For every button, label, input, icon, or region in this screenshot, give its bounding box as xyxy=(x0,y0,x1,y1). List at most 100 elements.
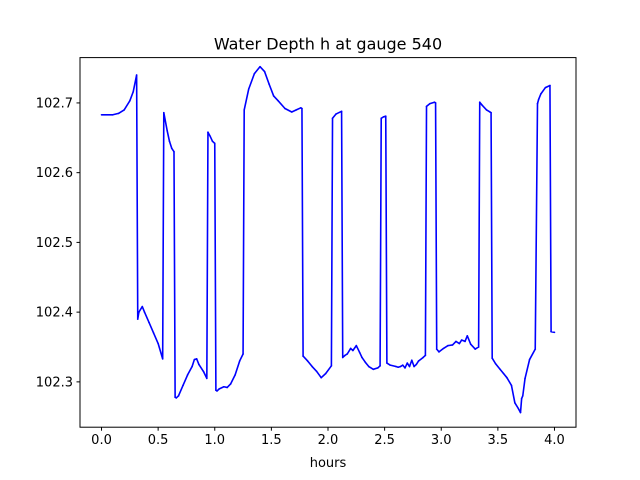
data-point xyxy=(447,344,449,347)
data-point xyxy=(425,105,428,108)
data-point xyxy=(123,109,125,111)
data-point xyxy=(198,363,200,366)
data-point xyxy=(521,395,524,397)
data-point xyxy=(195,358,198,360)
data-point xyxy=(206,377,208,380)
x-tick-label: 3.5 xyxy=(488,433,509,448)
plot-area xyxy=(100,65,556,414)
data-point xyxy=(344,354,346,357)
data-point xyxy=(259,65,261,68)
data-point xyxy=(380,117,383,120)
data-point xyxy=(417,360,420,362)
data-point xyxy=(213,142,216,145)
data-point xyxy=(540,93,542,95)
data-point xyxy=(268,83,270,85)
x-tick-label: 3.0 xyxy=(431,433,452,448)
data-point xyxy=(141,305,144,308)
data-point xyxy=(168,140,171,143)
data-point xyxy=(226,386,229,389)
data-point xyxy=(152,332,155,334)
data-point xyxy=(397,366,400,369)
data-point xyxy=(315,370,318,373)
x-tick-label: 4.0 xyxy=(544,433,565,448)
data-point xyxy=(138,311,140,313)
data-point xyxy=(549,84,551,87)
y-tick-label: 102.6 xyxy=(36,166,73,181)
data-point xyxy=(429,102,431,105)
data-point xyxy=(243,109,245,111)
data-point xyxy=(494,362,497,365)
data-point xyxy=(218,388,221,390)
data-point xyxy=(510,384,513,387)
data-point xyxy=(340,110,343,113)
data-point xyxy=(455,340,457,343)
data-point xyxy=(242,353,244,355)
data-point xyxy=(481,104,483,106)
data-point xyxy=(175,397,178,399)
data-point xyxy=(182,384,184,387)
data-point xyxy=(335,113,337,115)
data-point xyxy=(424,354,427,357)
x-tick-label: 0.0 xyxy=(91,433,112,448)
data-point xyxy=(399,365,402,368)
data-point xyxy=(406,362,409,364)
data-point xyxy=(223,385,225,388)
data-point xyxy=(129,100,131,102)
data-point xyxy=(534,348,537,350)
data-point xyxy=(458,342,461,345)
data-point xyxy=(520,397,523,400)
data-point xyxy=(112,113,114,116)
data-point xyxy=(438,351,440,353)
data-point xyxy=(377,367,379,369)
data-point xyxy=(216,390,218,392)
data-point xyxy=(544,86,547,89)
data-point xyxy=(157,342,159,345)
data-point xyxy=(202,370,205,373)
data-point xyxy=(464,340,466,343)
data-point xyxy=(355,344,358,347)
data-point xyxy=(411,359,413,362)
data-point xyxy=(193,358,196,361)
data-point xyxy=(191,365,193,368)
data-point xyxy=(100,113,103,116)
y-tick-label: 102.3 xyxy=(36,375,73,390)
data-point xyxy=(460,339,463,341)
data-point xyxy=(422,356,424,359)
data-point xyxy=(466,335,469,337)
data-point xyxy=(253,72,256,75)
y-tick-label: 102.7 xyxy=(36,96,73,111)
data-point xyxy=(161,358,164,360)
data-point xyxy=(173,150,175,153)
data-point xyxy=(524,377,526,380)
data-point xyxy=(349,347,352,350)
data-point xyxy=(311,365,313,368)
data-point xyxy=(469,343,472,346)
data-point xyxy=(170,147,173,150)
data-point xyxy=(277,100,279,102)
data-point xyxy=(485,109,488,111)
x-axis: 0.0 0.5 1.0 1.5 2.0 2.5 3.0 3.5 4.0 xyxy=(91,427,565,448)
data-point xyxy=(442,347,445,350)
y-tick-label: 102.5 xyxy=(36,236,73,251)
data-point xyxy=(229,383,232,385)
data-point xyxy=(209,135,212,138)
data-point xyxy=(320,376,323,379)
data-point xyxy=(536,102,539,105)
data-point xyxy=(477,346,480,348)
data-point xyxy=(364,361,367,364)
data-point xyxy=(166,130,168,132)
data-point xyxy=(384,115,387,117)
data-point xyxy=(211,140,214,143)
data-point xyxy=(186,374,189,376)
data-point xyxy=(502,372,505,375)
data-point xyxy=(537,98,540,101)
data-point xyxy=(306,360,309,362)
data-point xyxy=(331,117,334,120)
data-point xyxy=(117,112,120,115)
data-point xyxy=(491,357,494,359)
data-point xyxy=(413,365,415,368)
data-point xyxy=(386,362,388,364)
data-point xyxy=(148,321,150,324)
data-point xyxy=(302,355,304,357)
